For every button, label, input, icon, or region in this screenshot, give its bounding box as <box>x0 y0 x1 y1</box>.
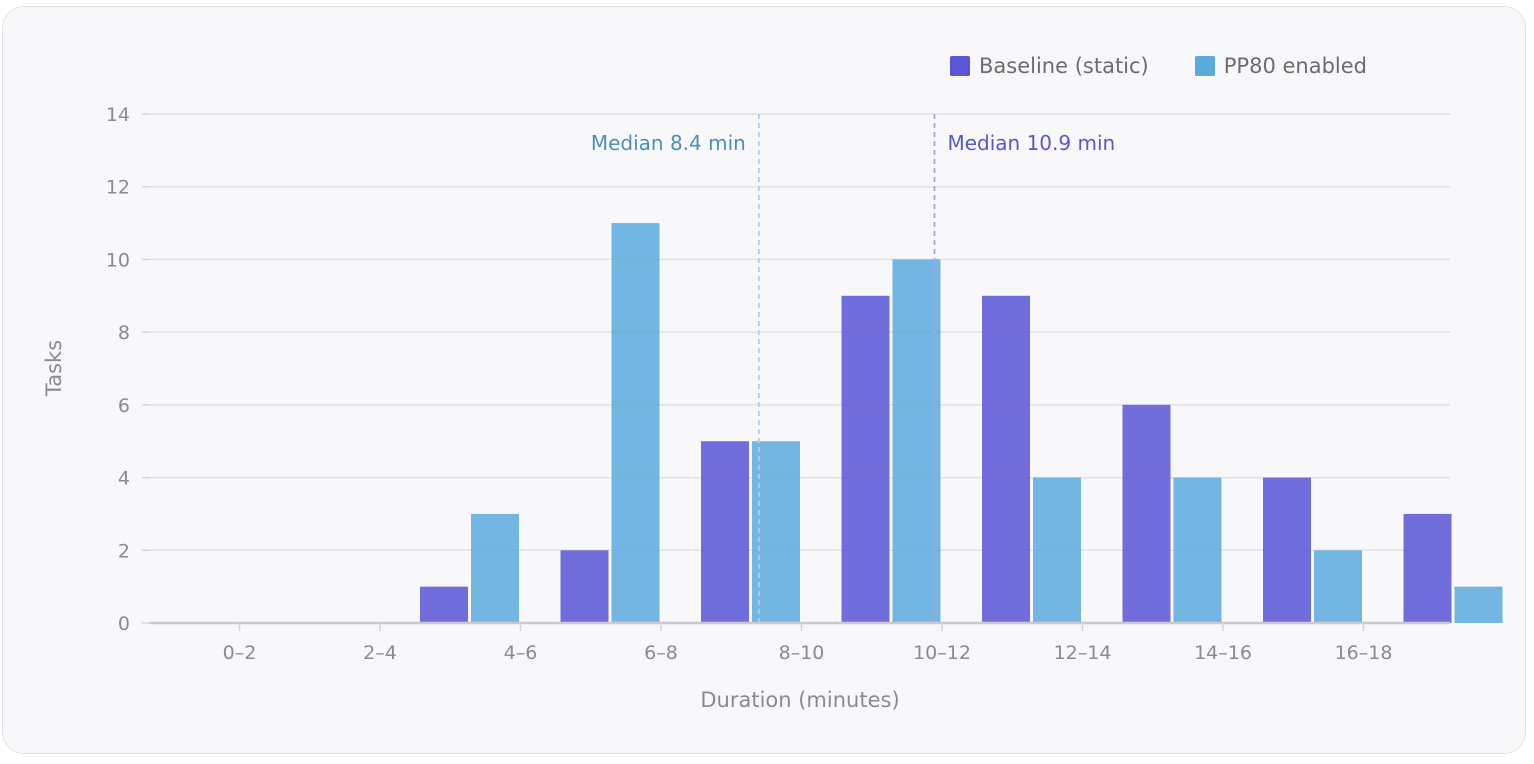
y-tick-label: 8 <box>118 322 130 344</box>
x-axis-title: Duration (minutes) <box>700 688 899 712</box>
y-axis-title: Tasks <box>42 340 66 397</box>
bar-baseline[interactable] <box>560 550 609 623</box>
grid-lines <box>150 113 1450 552</box>
y-tick-label: 4 <box>118 468 130 490</box>
bars <box>420 223 1503 624</box>
y-tick-label: 12 <box>106 177 130 199</box>
y-axis-ticks: 0 2 4 6 8 10 12 14 <box>106 104 150 635</box>
x-tick-label: 4–6 <box>504 642 538 664</box>
bar-pp80[interactable] <box>892 259 941 623</box>
y-tick-label: 2 <box>118 540 130 562</box>
y-tick-label: 6 <box>118 395 130 417</box>
bar-baseline[interactable] <box>1122 404 1171 623</box>
x-tick-label: 12–14 <box>1054 642 1112 664</box>
x-axis-ticks: 0–2 2–4 4–6 6–8 8–10 10–12 12–14 14–16 16–18 <box>223 623 1393 664</box>
x-tick-label: 6–8 <box>644 642 678 664</box>
bar-pp80[interactable] <box>471 513 519 623</box>
x-tick-label: 10–12 <box>913 642 971 664</box>
bar-pp80[interactable] <box>1454 586 1503 623</box>
bar-pp80[interactable] <box>1173 477 1222 623</box>
bar-pp80[interactable] <box>1033 477 1081 623</box>
chart-card <box>2 6 1526 754</box>
bar-pp80[interactable] <box>752 441 800 623</box>
legend-label-baseline: Baseline (static) <box>979 54 1149 78</box>
median-lines: Median 8.4 min Median 10.9 min <box>591 114 1115 623</box>
y-tick-label: 0 <box>118 613 130 635</box>
median-label: Median 8.4 min <box>591 131 746 155</box>
x-tick-label: 14–16 <box>1194 642 1252 664</box>
bar-baseline[interactable] <box>1263 477 1311 623</box>
legend-item-pp80[interactable]: PP80 enabled <box>1194 54 1368 78</box>
bar-baseline[interactable] <box>701 441 749 623</box>
legend-item-baseline[interactable]: Baseline (static) <box>950 54 1149 78</box>
x-tick-label: 8–10 <box>779 642 825 664</box>
legend-label-pp80: PP80 enabled <box>1223 54 1368 78</box>
bar-baseline[interactable] <box>841 295 890 623</box>
bar-pp80[interactable] <box>611 223 660 624</box>
bar-baseline[interactable] <box>1403 513 1452 623</box>
legend: Baseline (static) PP80 enabled <box>950 54 1367 78</box>
y-tick-label: 14 <box>106 104 130 126</box>
bar-baseline[interactable] <box>982 295 1030 623</box>
x-tick-label: 16–18 <box>1335 642 1393 664</box>
legend-swatch-pp80 <box>1194 56 1215 76</box>
bar-pp80[interactable] <box>1314 550 1362 623</box>
median-label: Median 10.9 min <box>947 131 1115 155</box>
x-tick-label: 0–2 <box>223 642 257 664</box>
y-tick-label: 10 <box>106 249 130 271</box>
bar-baseline[interactable] <box>420 586 468 623</box>
x-tick-label: 2–4 <box>363 642 397 664</box>
legend-swatch-baseline <box>950 56 970 76</box>
